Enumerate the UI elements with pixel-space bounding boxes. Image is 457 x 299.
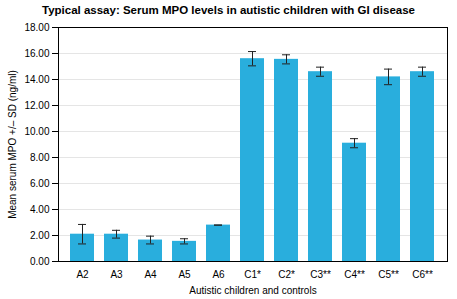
svg-text:Autistic children and controls: Autistic children and controls <box>189 285 316 296</box>
svg-text:C3**: C3** <box>310 269 331 280</box>
svg-text:A4: A4 <box>144 269 157 280</box>
svg-text:Mean serum MPO +/– SD (ng/ml): Mean serum MPO +/– SD (ng/ml) <box>7 70 18 219</box>
svg-text:10.00: 10.00 <box>24 126 49 137</box>
svg-text:6.00: 6.00 <box>30 178 50 189</box>
svg-text:C1*: C1* <box>244 269 261 280</box>
svg-text:4.00: 4.00 <box>30 204 50 215</box>
svg-text:14.00: 14.00 <box>24 74 49 85</box>
svg-text:18.00: 18.00 <box>24 22 49 33</box>
html-text:Typical assay: Serum MPO level: Typical assay: Serum MPO levels in autis… <box>42 4 415 16</box>
svg-text:16.00: 16.00 <box>24 48 49 59</box>
svg-text:C5**: C5** <box>378 269 399 280</box>
svg-text:A2: A2 <box>76 269 89 280</box>
svg-text:8.00: 8.00 <box>30 152 50 163</box>
svg-text:A6: A6 <box>212 269 225 280</box>
svg-text:0.00: 0.00 <box>30 256 50 267</box>
svg-text:A3: A3 <box>110 269 123 280</box>
svg-text:12.00: 12.00 <box>24 100 49 111</box>
svg-text:A5: A5 <box>178 269 191 280</box>
svg-text:C4**: C4** <box>344 269 365 280</box>
svg-text:C6**: C6** <box>412 269 433 280</box>
svg-text:2.00: 2.00 <box>30 230 50 241</box>
svg-text:C2*: C2* <box>278 269 295 280</box>
